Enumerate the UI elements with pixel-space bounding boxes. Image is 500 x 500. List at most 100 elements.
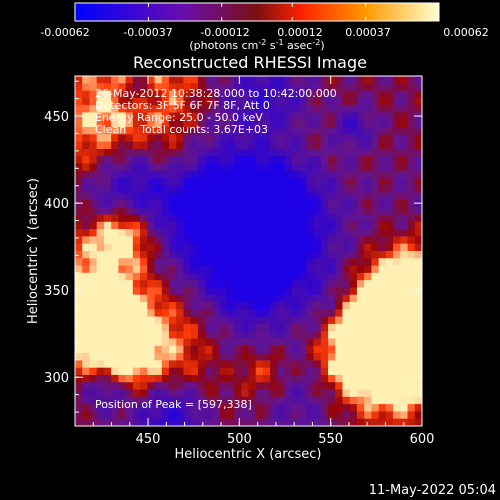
heatmap-cell: [248, 367, 257, 376]
heatmap-cell: [342, 331, 351, 340]
heatmap-cell: [313, 112, 322, 121]
heatmap-cell: [89, 214, 98, 223]
heatmap-cell: [212, 221, 221, 230]
heatmap-cell: [147, 207, 156, 216]
heatmap-cell: [306, 76, 315, 84]
heatmap-cell: [183, 338, 192, 347]
heatmap-cell: [154, 411, 163, 420]
heatmap-cell: [241, 127, 250, 135]
heatmap-cell: [190, 119, 199, 128]
heatmap-cell: [328, 374, 336, 383]
heatmap-cell: [349, 134, 358, 143]
heatmap-cell: [183, 221, 192, 230]
heatmap-cell: [349, 141, 358, 150]
heatmap-cell: [234, 148, 242, 157]
heatmap-cell: [226, 192, 235, 201]
heatmap-cell: [248, 199, 257, 208]
heatmap-cell: [277, 105, 286, 114]
heatmap-cell: [385, 207, 394, 216]
heatmap-cell: [82, 309, 91, 318]
heatmap-cell: [349, 280, 358, 289]
heatmap-cell: [313, 389, 322, 398]
heatmap-cell: [154, 178, 163, 186]
heatmap-cell: [154, 251, 163, 259]
heatmap-cell: [306, 302, 315, 310]
heatmap-cell: [356, 338, 365, 347]
heatmap-cell: [89, 119, 98, 128]
heatmap-cell: [277, 185, 286, 194]
heatmap-cell: [400, 367, 409, 376]
heatmap-cell: [82, 360, 91, 369]
heatmap-cell: [176, 382, 185, 391]
heatmap-cell: [82, 90, 91, 99]
heatmap-cell: [241, 396, 250, 405]
heatmap-cell: [176, 192, 185, 201]
heatmap-cell: [277, 119, 286, 128]
heatmap-cell: [291, 76, 300, 84]
heatmap-cell: [183, 389, 192, 398]
heatmap-cell: [147, 302, 156, 310]
heatmap-cell: [111, 353, 119, 361]
heatmap-cell: [89, 265, 98, 274]
heatmap-cell: [385, 170, 394, 179]
heatmap-cell: [212, 374, 221, 383]
heatmap-cell: [183, 411, 192, 420]
heatmap-cell: [140, 294, 148, 303]
heatmap-cell: [212, 353, 221, 361]
heatmap-cell: [378, 192, 387, 201]
heatmap-cell: [248, 374, 257, 383]
heatmap-cell: [154, 272, 163, 281]
heatmap-cell: [320, 112, 329, 121]
heatmap-cell: [393, 323, 401, 332]
heatmap-cell: [154, 90, 163, 99]
heatmap-cell: [183, 345, 192, 354]
heatmap-cell: [255, 294, 264, 303]
heatmap-cell: [96, 265, 105, 274]
heatmap-cell: [183, 323, 192, 332]
heatmap-cell: [132, 323, 141, 332]
heatmap-cell: [154, 221, 163, 230]
heatmap-cell: [82, 294, 91, 303]
heatmap-cell: [118, 192, 127, 201]
heatmap-cell: [313, 396, 322, 405]
heatmap-cell: [89, 127, 98, 135]
heatmap-cell: [161, 178, 170, 186]
heatmap-cell: [248, 316, 257, 325]
heatmap-cell: [234, 127, 242, 135]
heatmap-cell: [190, 404, 199, 413]
heatmap-cell: [371, 156, 380, 165]
heatmap-cell: [89, 199, 98, 208]
heatmap-cell: [342, 396, 351, 405]
heatmap-cell: [407, 199, 416, 208]
heatmap-cell: [313, 119, 322, 128]
heatmap-cell: [248, 243, 257, 252]
heatmap-cell: [262, 156, 271, 165]
heatmap-cell: [320, 207, 329, 216]
heatmap-cell: [111, 148, 119, 157]
heatmap-cell: [168, 404, 177, 413]
heatmap-cell: [183, 192, 192, 201]
heatmap-cell: [140, 272, 148, 281]
heatmap-cell: [342, 418, 351, 426]
heatmap-cell: [385, 374, 394, 383]
heatmap-cell: [364, 345, 372, 354]
heatmap-cell: [154, 360, 163, 369]
heatmap-cell: [313, 207, 322, 216]
heatmap-cell: [320, 345, 329, 354]
heatmap-cell: [248, 323, 257, 332]
heatmap-cell: [176, 221, 185, 230]
heatmap-cell: [291, 214, 300, 223]
heatmap-cell: [328, 178, 336, 186]
heatmap-cell: [161, 90, 170, 99]
heatmap-cell: [241, 221, 250, 230]
heatmap-cell: [371, 112, 380, 121]
heatmap-cell: [154, 404, 163, 413]
heatmap-cell: [183, 90, 192, 99]
heatmap-cell: [371, 404, 380, 413]
heatmap-cell: [89, 331, 98, 340]
heatmap-cell: [226, 214, 235, 223]
heatmap-cell: [248, 141, 257, 150]
heatmap-cell: [89, 141, 98, 150]
heatmap-cell: [364, 374, 372, 383]
heatmap-cell: [147, 221, 156, 230]
